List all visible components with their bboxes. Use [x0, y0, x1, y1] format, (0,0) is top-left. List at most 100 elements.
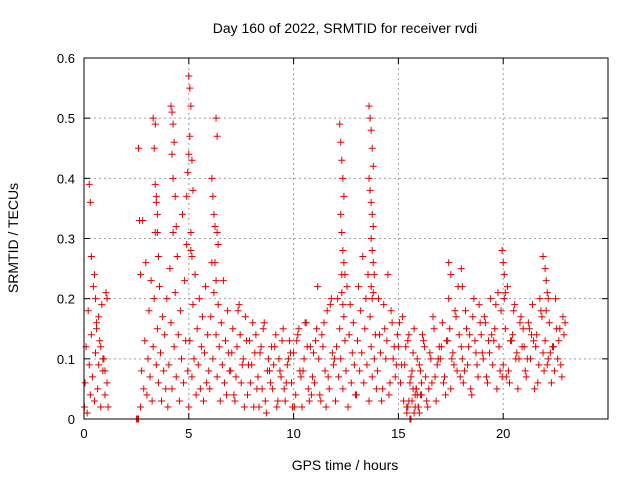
data-point: [492, 301, 500, 309]
data-point: [85, 180, 93, 188]
data-point: [229, 325, 237, 333]
data-point: [525, 325, 533, 333]
data-point: [451, 307, 459, 315]
data-point: [241, 313, 249, 321]
data-point: [183, 241, 191, 249]
x-tick-label: 5: [185, 426, 192, 441]
data-point: [542, 277, 550, 285]
data-point: [299, 367, 307, 375]
data-point: [329, 361, 337, 369]
data-point: [455, 331, 463, 339]
data-point: [500, 295, 508, 303]
data-point: [337, 355, 345, 363]
data-point: [543, 361, 551, 369]
data-point: [153, 228, 161, 236]
data-point: [333, 343, 341, 351]
data-point: [185, 150, 193, 158]
data-point: [377, 349, 385, 357]
data-point: [429, 313, 437, 321]
data-point: [201, 349, 209, 357]
data-point: [348, 349, 356, 357]
data-point: [336, 120, 344, 128]
data-point: [560, 331, 568, 339]
data-point: [316, 391, 324, 399]
data-point: [84, 307, 92, 315]
data-point: [366, 313, 374, 321]
data-point: [311, 379, 319, 387]
data-point: [458, 283, 466, 291]
data-point: [396, 379, 404, 387]
data-point: [319, 343, 327, 351]
data-point: [321, 367, 329, 375]
data-point: [149, 343, 157, 351]
data-point: [193, 325, 201, 333]
data-point: [252, 331, 260, 339]
data-point: [259, 325, 267, 333]
data-point: [228, 349, 236, 357]
data-point: [381, 325, 389, 333]
data-point: [394, 343, 402, 351]
data-point: [103, 295, 111, 303]
data-point: [183, 192, 191, 200]
data-point: [349, 319, 357, 327]
data-point: [372, 385, 380, 393]
data-point: [414, 403, 422, 411]
data-point: [339, 174, 347, 182]
data-point: [369, 222, 377, 230]
data-point: [149, 114, 157, 122]
data-point: [511, 301, 519, 309]
data-point: [152, 192, 160, 200]
data-point: [280, 385, 288, 393]
data-point: [386, 379, 394, 387]
data-point: [505, 379, 513, 387]
data-point: [240, 403, 248, 411]
data-point: [561, 319, 569, 327]
data-point: [312, 337, 320, 345]
data-point: [209, 355, 217, 363]
data-point: [367, 235, 375, 242]
data-point: [402, 343, 410, 351]
data-point: [337, 138, 345, 146]
data-point: [136, 216, 144, 224]
data-point: [507, 337, 515, 345]
data-point: [186, 132, 194, 140]
data-point: [188, 253, 196, 261]
data-point: [213, 228, 221, 236]
data-point: [514, 385, 522, 393]
data-point: [365, 397, 373, 405]
data-point: [185, 72, 193, 80]
data-point: [559, 313, 567, 321]
data-point: [410, 409, 418, 417]
data-point: [543, 289, 551, 297]
data-point: [164, 403, 172, 411]
data-point: [458, 355, 466, 363]
data-point: [255, 403, 263, 411]
data-point: [180, 379, 188, 387]
data-point: [432, 397, 440, 405]
data-point: [220, 379, 228, 387]
data-point: [89, 283, 97, 291]
data-point: [523, 355, 531, 363]
data-point: [500, 271, 508, 279]
data-point: [452, 313, 460, 321]
data-point: [282, 379, 290, 387]
data-point: [522, 373, 530, 381]
data-point: [187, 228, 195, 236]
data-point: [162, 385, 170, 393]
data-point: [158, 397, 166, 405]
data-point: [187, 102, 195, 110]
data-point: [487, 295, 495, 303]
data-point: [338, 289, 346, 297]
data-point: [478, 349, 486, 357]
data-point: [388, 319, 396, 327]
data-point: [444, 337, 452, 345]
data-point: [322, 403, 330, 411]
data-point: [427, 355, 435, 363]
data-point: [161, 331, 169, 339]
data-point: [342, 367, 350, 375]
data-point: [345, 331, 353, 339]
data-point: [363, 361, 371, 369]
data-point: [524, 319, 532, 327]
axis-ticks: 0 5 10 15 20 0 0.1 0.2 0.3 0.4 0.5 0.6: [57, 51, 608, 441]
data-point: [460, 367, 468, 375]
